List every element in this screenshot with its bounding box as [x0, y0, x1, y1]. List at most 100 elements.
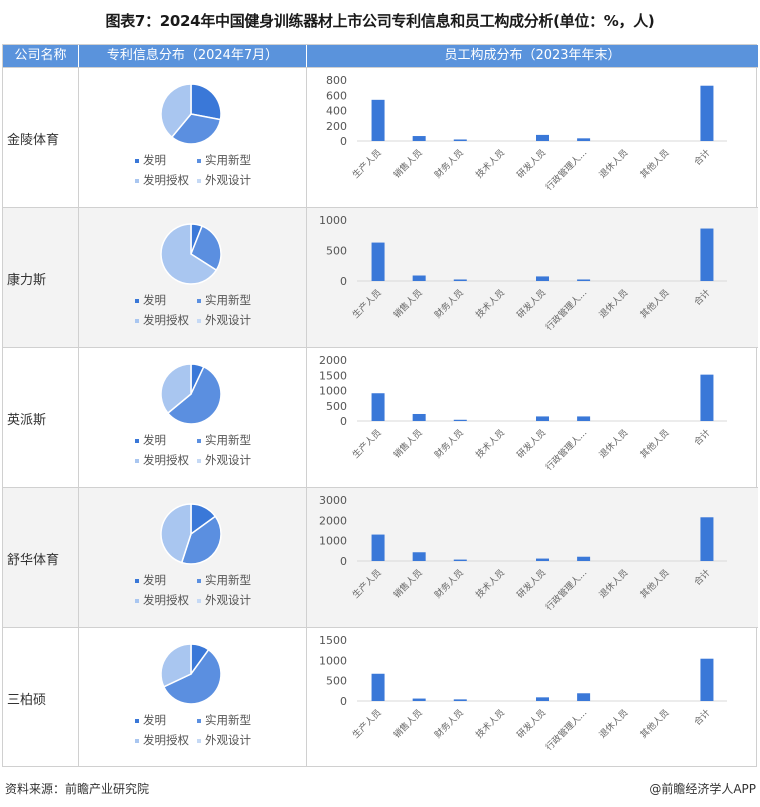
x-category-label: 研发人员 — [514, 567, 548, 601]
legend-item: 实用新型 — [197, 430, 271, 450]
patent-pie-cell: 发明 实用新型发明授权 外观设计 — [79, 348, 306, 488]
pie-slice — [160, 363, 192, 415]
bar — [577, 556, 591, 561]
legend-label: 外观设计 — [205, 313, 251, 327]
header-staff: 员工构成分布（2023年年末） — [307, 45, 758, 67]
bar — [577, 279, 591, 281]
pie-legend: 发明 实用新型发明授权 外观设计 — [135, 570, 295, 610]
legend-label: 发明授权 — [143, 733, 189, 747]
patent-pie-chart — [160, 363, 222, 425]
legend-swatch-icon — [197, 298, 201, 303]
bar — [453, 559, 467, 561]
y-tick-label: 0 — [340, 275, 347, 288]
bar — [536, 558, 549, 561]
legend-label: 发明 — [143, 433, 166, 447]
staff-bar-cell: 0 200 400 600 800 生产人员 销售人员 财务人员 技术人员 研发人员 行政管理人..… — [307, 68, 758, 208]
x-category-label: 财务人员 — [432, 567, 466, 601]
x-category-label: 销售人员 — [391, 147, 425, 181]
staff-bar-chart: 0 500 1000 1500 2000 生产人员 销售人员 财务人员 技术人员 研发人员行政管理… — [319, 354, 727, 473]
x-category-label: 其他人员 — [638, 427, 672, 461]
legend-swatch-icon — [135, 598, 139, 603]
patent-pie-cell: 发明 实用新型发明授权 外观设计 — [79, 628, 306, 768]
legend-item: 发明授权 — [135, 170, 197, 190]
bar — [453, 699, 467, 701]
staff-bar-chart: 0 200 400 600 800 生产人员 销售人员 财务人员 技术人员 研发人员行政管理人..… — [326, 74, 727, 193]
table-row: 英派斯 发明 实用新型发明授权 外观设计 0 500 1000 1500 2000 生产人员 销售人… — [3, 347, 758, 487]
x-category-label: 技术人员 — [473, 427, 507, 461]
legend-swatch-icon — [197, 158, 201, 163]
y-tick-label: 200 — [326, 120, 347, 133]
x-category-label: 行政管理人... — [543, 287, 589, 333]
y-tick-label: 2000 — [319, 514, 347, 527]
data-table: 公司名称 专利信息分布（2024年7月） 员工构成分布（2023年年末） 金陵体… — [2, 44, 758, 767]
company-name: 英派斯 — [7, 412, 47, 428]
legend-label: 实用新型 — [205, 153, 251, 167]
legend-label: 外观设计 — [205, 173, 251, 187]
legend-item: 外观设计 — [197, 310, 271, 330]
x-category-label: 退休人员 — [596, 427, 630, 461]
y-tick-label: 500 — [326, 245, 347, 258]
legend-swatch-icon — [197, 738, 201, 743]
legend-item: 外观设计 — [197, 590, 271, 610]
brand-credit: @前瞻经济学人APP — [649, 782, 756, 796]
x-category-label: 其他人员 — [638, 147, 672, 181]
legend-item: 实用新型 — [197, 150, 271, 170]
chart-title: 图表7：2024年中国健身训练器材上市公司专利信息和员工构成分析(单位：%，人) — [105, 12, 655, 30]
bar — [453, 279, 467, 281]
bar — [453, 139, 467, 141]
x-category-label: 财务人员 — [432, 427, 466, 461]
bar — [577, 693, 591, 701]
y-tick-label: 0 — [340, 695, 347, 708]
company-name: 三柏硕 — [7, 692, 47, 708]
x-category-label: 合计 — [691, 427, 712, 448]
column-divider — [78, 68, 79, 207]
legend-swatch-icon — [135, 738, 139, 743]
legend-item: 发明授权 — [135, 450, 197, 470]
y-tick-label: 3000 — [319, 494, 347, 507]
bar — [700, 658, 714, 701]
staff-bar-cell: 0 500 1000 1500 2000 生产人员 销售人员 财务人员 技术人员 研发人员 行政管理… — [307, 348, 758, 488]
x-category-label: 销售人员 — [391, 567, 425, 601]
x-category-label: 行政管理人... — [543, 567, 589, 613]
legend-item: 发明 — [135, 710, 197, 730]
pie-legend: 发明 实用新型发明授权 外观设计 — [135, 150, 295, 190]
pie-slice — [170, 113, 222, 145]
legend-label: 实用新型 — [205, 433, 251, 447]
legend-swatch-icon — [135, 718, 139, 723]
bar — [700, 374, 714, 421]
bar — [536, 276, 549, 281]
bar — [371, 673, 385, 701]
staff-bar-chart: 0 1000 2000 3000 生产人员 销售人员 财务人员 技术人员 研发人员行政管理人..… — [319, 494, 727, 613]
bar — [371, 99, 385, 141]
legend-item: 外观设计 — [197, 170, 271, 190]
legend-label: 外观设计 — [205, 593, 251, 607]
bar — [371, 242, 385, 281]
staff-bar-cell: 0 1000 2000 3000 生产人员 销售人员 财务人员 技术人员 研发人员 行政管理人..… — [307, 488, 758, 628]
legend-item: 外观设计 — [197, 730, 271, 750]
x-category-label: 生产人员 — [350, 567, 384, 601]
bar — [371, 393, 385, 421]
legend-label: 发明授权 — [143, 173, 189, 187]
legend-swatch-icon — [135, 178, 139, 183]
patent-pie-chart — [160, 83, 222, 145]
legend-swatch-icon — [197, 458, 201, 463]
column-divider — [306, 208, 307, 347]
bar — [412, 413, 426, 421]
legend-swatch-icon — [135, 318, 139, 323]
legend-swatch-icon — [135, 458, 139, 463]
x-category-label: 财务人员 — [432, 287, 466, 321]
x-category-label: 其他人员 — [638, 287, 672, 321]
bar — [412, 136, 426, 141]
x-category-label: 生产人员 — [350, 707, 384, 741]
legend-label: 发明授权 — [143, 453, 189, 467]
patent-pie-cell: 发明 实用新型发明授权 外观设计 — [79, 68, 306, 208]
legend-swatch-icon — [197, 598, 201, 603]
x-category-label: 销售人员 — [391, 427, 425, 461]
table-row: 三柏硕 发明 实用新型发明授权 外观设计 0 500 1000 1500 生产人员 销售人员 财务人… — [3, 627, 758, 767]
column-divider — [306, 628, 307, 767]
legend-label: 发明授权 — [143, 313, 189, 327]
legend-item: 发明授权 — [135, 730, 197, 750]
pie-slice — [160, 503, 192, 564]
x-category-label: 研发人员 — [514, 707, 548, 741]
